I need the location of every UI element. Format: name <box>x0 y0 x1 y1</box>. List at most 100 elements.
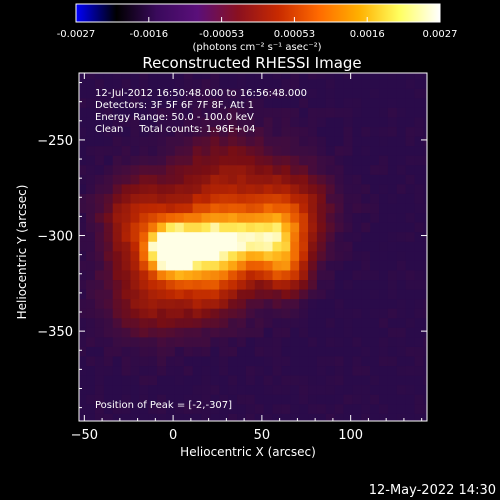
heatmap-cell <box>148 193 158 204</box>
heatmap-cell <box>103 336 114 347</box>
heatmap-cell <box>281 403 291 414</box>
heatmap-cell <box>414 413 424 421</box>
heatmap-cell <box>86 327 96 338</box>
heatmap-cell <box>237 203 247 214</box>
heatmap-cell <box>94 193 105 204</box>
heatmap-cell <box>299 336 309 347</box>
heatmap-cell <box>192 241 203 252</box>
heatmap-cell <box>281 365 291 376</box>
heatmap-cell <box>379 250 389 261</box>
heatmap-cell <box>414 155 424 166</box>
heatmap-cell <box>325 327 336 338</box>
heatmap-cell <box>237 413 247 421</box>
heatmap-cell <box>308 116 318 128</box>
heatmap-cell <box>183 260 194 271</box>
heatmap-cell <box>308 327 318 338</box>
heatmap-cell <box>192 327 203 338</box>
heatmap-cell <box>174 365 185 376</box>
heatmap-cell <box>228 193 238 204</box>
heatmap-cell <box>79 193 87 204</box>
heatmap-cell <box>86 317 96 328</box>
heatmap-cell <box>423 97 427 108</box>
heatmap-cell <box>86 164 96 175</box>
heatmap-cell <box>325 78 336 89</box>
heatmap-cell <box>281 145 291 156</box>
heatmap-cell <box>370 183 380 194</box>
heatmap-cell <box>112 375 123 386</box>
heatmap-cell <box>396 78 407 89</box>
heatmap-cell <box>148 308 158 319</box>
heatmap-cell <box>148 222 158 233</box>
heatmap-cell <box>308 289 318 300</box>
heatmap-cell <box>166 231 176 242</box>
heatmap-cell <box>237 145 247 156</box>
heatmap-cell <box>370 193 380 204</box>
heatmap-cell <box>103 355 114 367</box>
heatmap-cell <box>112 384 123 395</box>
heatmap-cell <box>148 203 158 214</box>
heatmap-cell <box>334 231 345 242</box>
heatmap-cell <box>130 260 140 271</box>
heatmap-cell <box>192 260 203 271</box>
heatmap-cell <box>112 327 123 338</box>
heatmap-cell <box>237 174 247 185</box>
heatmap-cell <box>130 116 140 128</box>
heatmap-cell <box>254 298 265 309</box>
heatmap-cell <box>245 241 256 252</box>
heatmap-cell <box>174 97 185 108</box>
heatmap-cell <box>201 394 211 405</box>
heatmap-cell <box>237 336 247 347</box>
heatmap-cell <box>79 308 87 319</box>
heatmap-cell <box>112 97 123 108</box>
heatmap-cell <box>183 183 194 194</box>
heatmap-cell <box>183 375 194 386</box>
heatmap-cell <box>148 403 158 414</box>
heatmap-cell <box>245 203 256 214</box>
heatmap-cell <box>281 231 291 242</box>
heatmap-cell <box>352 97 362 108</box>
heatmap-cell <box>308 241 318 252</box>
heatmap-cell <box>228 203 238 214</box>
heatmap-cell <box>379 145 389 156</box>
heatmap-cell <box>290 193 300 204</box>
heatmap-cell <box>281 73 291 80</box>
heatmap-cell <box>343 308 353 319</box>
heatmap-cell <box>414 164 424 175</box>
heatmap-cell <box>103 126 114 137</box>
heatmap-cell <box>272 384 282 395</box>
heatmap-cell <box>210 289 220 300</box>
heatmap-cell <box>121 193 131 204</box>
heatmap-cell <box>272 394 282 405</box>
heatmap-cell <box>396 365 407 376</box>
heatmap-cell <box>210 155 220 166</box>
heatmap-cell <box>192 413 203 421</box>
heatmap-cell <box>263 116 274 128</box>
heatmap-cell <box>405 73 416 80</box>
heatmap-cell <box>183 298 194 309</box>
heatmap-cell <box>254 107 265 118</box>
heatmap-cell <box>201 136 211 147</box>
heatmap-cell <box>157 88 167 99</box>
heatmap-cell <box>157 279 167 290</box>
heatmap-cell <box>343 73 353 80</box>
heatmap-cell <box>94 336 105 347</box>
heatmap-cell <box>352 164 362 175</box>
heatmap-cell <box>219 241 229 252</box>
heatmap-cell <box>94 298 105 309</box>
heatmap-cell <box>405 78 416 89</box>
heatmap-cell <box>228 336 238 347</box>
heatmap-cell <box>308 269 318 281</box>
heatmap-cell <box>343 183 353 194</box>
heatmap-cell <box>245 183 256 194</box>
heatmap-cell <box>379 394 389 405</box>
heatmap-cell <box>352 250 362 261</box>
heatmap-cell <box>174 231 185 242</box>
heatmap-cell <box>343 365 353 376</box>
heatmap-cell <box>343 126 353 137</box>
heatmap-cell <box>316 365 327 376</box>
heatmap-cell <box>379 155 389 166</box>
heatmap-cell <box>263 136 274 147</box>
heatmap-cell <box>325 193 336 204</box>
heatmap-cell <box>157 327 167 338</box>
heatmap-cell <box>396 413 407 421</box>
